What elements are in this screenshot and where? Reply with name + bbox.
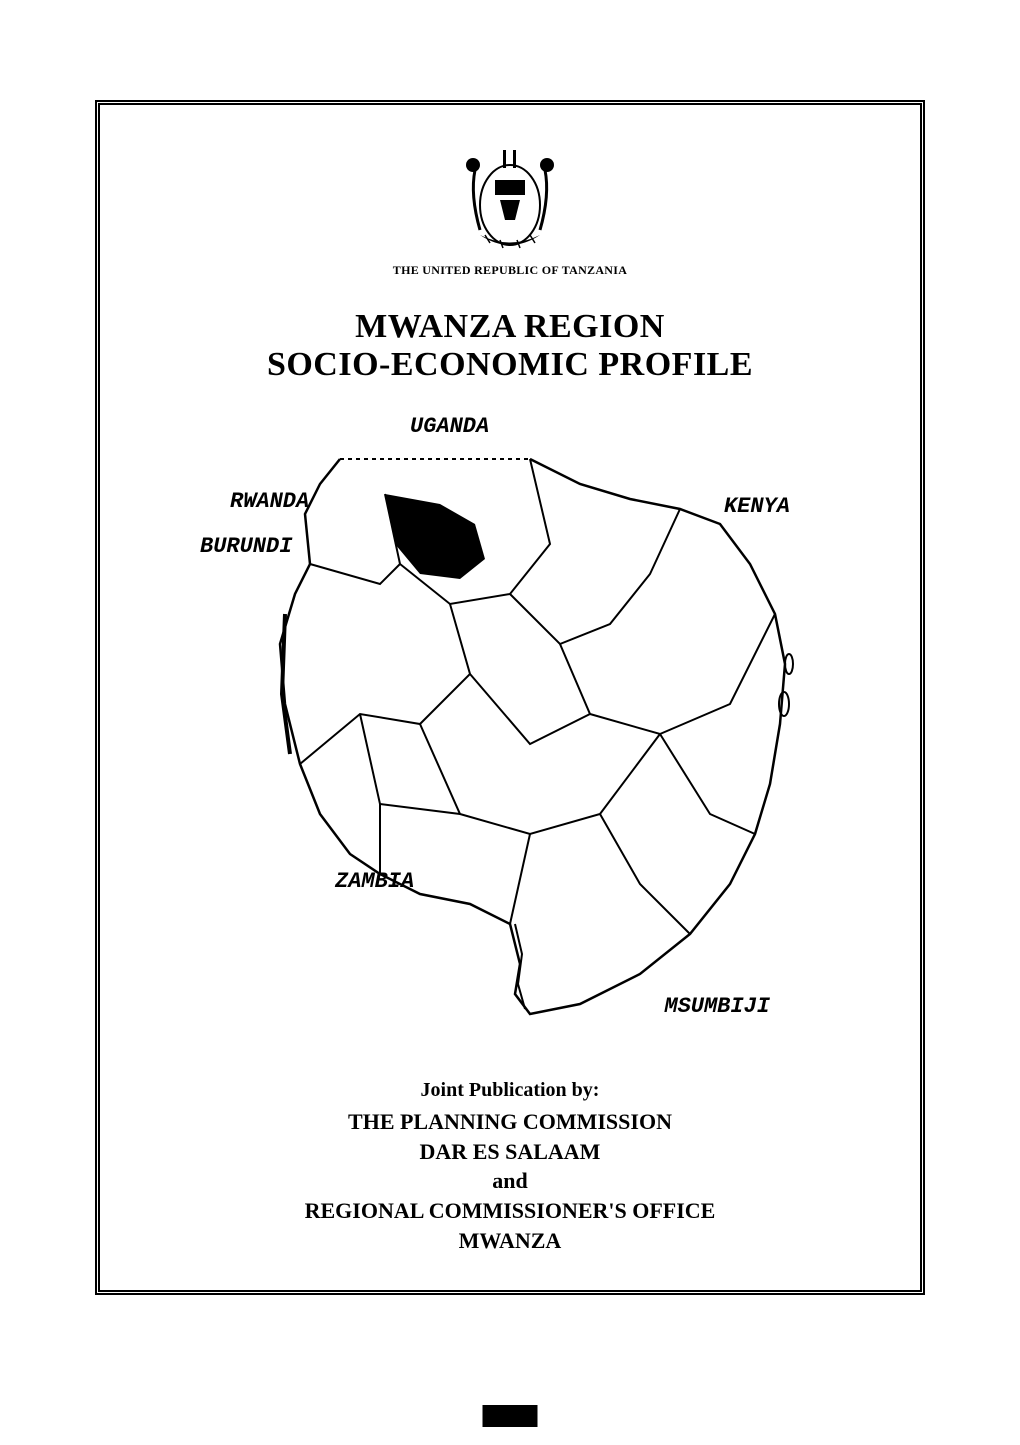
publication-line-5: MWANZA — [459, 1226, 562, 1256]
tanzania-map: UGANDA RWANDA BURUNDI KENYA ZAMBIA MSUMB… — [210, 414, 810, 1044]
page-number-block — [483, 1405, 538, 1427]
publication-line-1: THE PLANNING COMMISSION — [348, 1107, 672, 1137]
tanzania-coat-of-arms-icon — [455, 135, 565, 255]
publication-line-3: and — [492, 1166, 527, 1196]
publication-line-2: DAR ES SALAAM — [420, 1137, 601, 1167]
republic-label: THE UNITED REPUBLIC OF TANZANIA — [393, 263, 627, 278]
document-frame: THE UNITED REPUBLIC OF TANZANIA MWANZA R… — [95, 100, 925, 1295]
publication-intro: Joint Publication by: — [421, 1079, 600, 1102]
title-line-1: MWANZA REGION — [355, 308, 665, 346]
publication-line-4: REGIONAL COMMISSIONER'S OFFICE — [305, 1196, 716, 1226]
tanzania-outline-icon — [210, 414, 810, 1044]
title-line-2: SOCIO-ECONOMIC PROFILE — [267, 346, 753, 384]
